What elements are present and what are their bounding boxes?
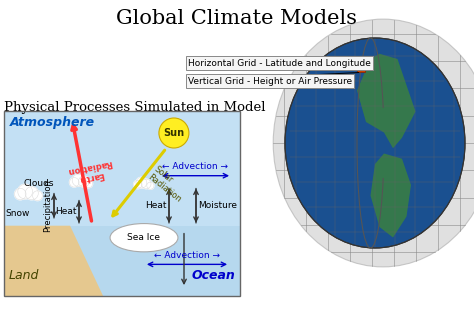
Polygon shape bbox=[371, 154, 411, 238]
Circle shape bbox=[18, 184, 33, 199]
Text: Heat: Heat bbox=[55, 207, 77, 216]
Text: Precipitation: Precipitation bbox=[43, 179, 52, 232]
Text: Land: Land bbox=[9, 269, 39, 282]
Text: Moisture: Moisture bbox=[198, 201, 237, 210]
Text: Heat: Heat bbox=[146, 201, 167, 210]
Circle shape bbox=[141, 179, 151, 189]
Text: ← Advection →: ← Advection → bbox=[154, 251, 220, 260]
Bar bbox=[357, 63, 365, 72]
Circle shape bbox=[84, 180, 92, 188]
Circle shape bbox=[72, 174, 84, 186]
Polygon shape bbox=[357, 54, 416, 148]
Bar bbox=[4, 111, 240, 296]
Circle shape bbox=[159, 118, 189, 148]
Text: Snow: Snow bbox=[5, 209, 29, 218]
Circle shape bbox=[70, 178, 79, 187]
Text: Ocean: Ocean bbox=[191, 269, 235, 282]
Circle shape bbox=[25, 187, 38, 200]
Text: Clouds: Clouds bbox=[24, 179, 54, 188]
Circle shape bbox=[33, 191, 42, 201]
Polygon shape bbox=[4, 226, 103, 296]
Bar bbox=[4, 226, 240, 296]
Text: Sea Ice: Sea Ice bbox=[128, 233, 161, 242]
Text: Vertical Grid - Height or Air Pressure: Vertical Grid - Height or Air Pressure bbox=[188, 77, 352, 86]
Text: Solar
Radiation: Solar Radiation bbox=[146, 165, 189, 204]
Text: Global Climate Models: Global Climate Models bbox=[117, 9, 357, 28]
Text: Atmosphere: Atmosphere bbox=[10, 116, 95, 129]
Text: ← Advection →: ← Advection → bbox=[163, 162, 228, 171]
Ellipse shape bbox=[273, 19, 474, 267]
Circle shape bbox=[134, 180, 142, 189]
Text: Earth
Radiation: Earth Radiation bbox=[66, 158, 114, 185]
Ellipse shape bbox=[285, 38, 465, 248]
Text: Sun: Sun bbox=[164, 128, 184, 138]
FancyBboxPatch shape bbox=[110, 224, 178, 252]
Circle shape bbox=[15, 188, 26, 200]
Text: Physical Processes Simulated in Model: Physical Processes Simulated in Model bbox=[4, 101, 265, 114]
Text: Horizontal Grid - Latitude and Longitude: Horizontal Grid - Latitude and Longitude bbox=[188, 58, 371, 67]
Circle shape bbox=[147, 182, 154, 189]
Bar bbox=[4, 111, 240, 226]
Circle shape bbox=[78, 176, 89, 187]
Circle shape bbox=[136, 177, 147, 188]
